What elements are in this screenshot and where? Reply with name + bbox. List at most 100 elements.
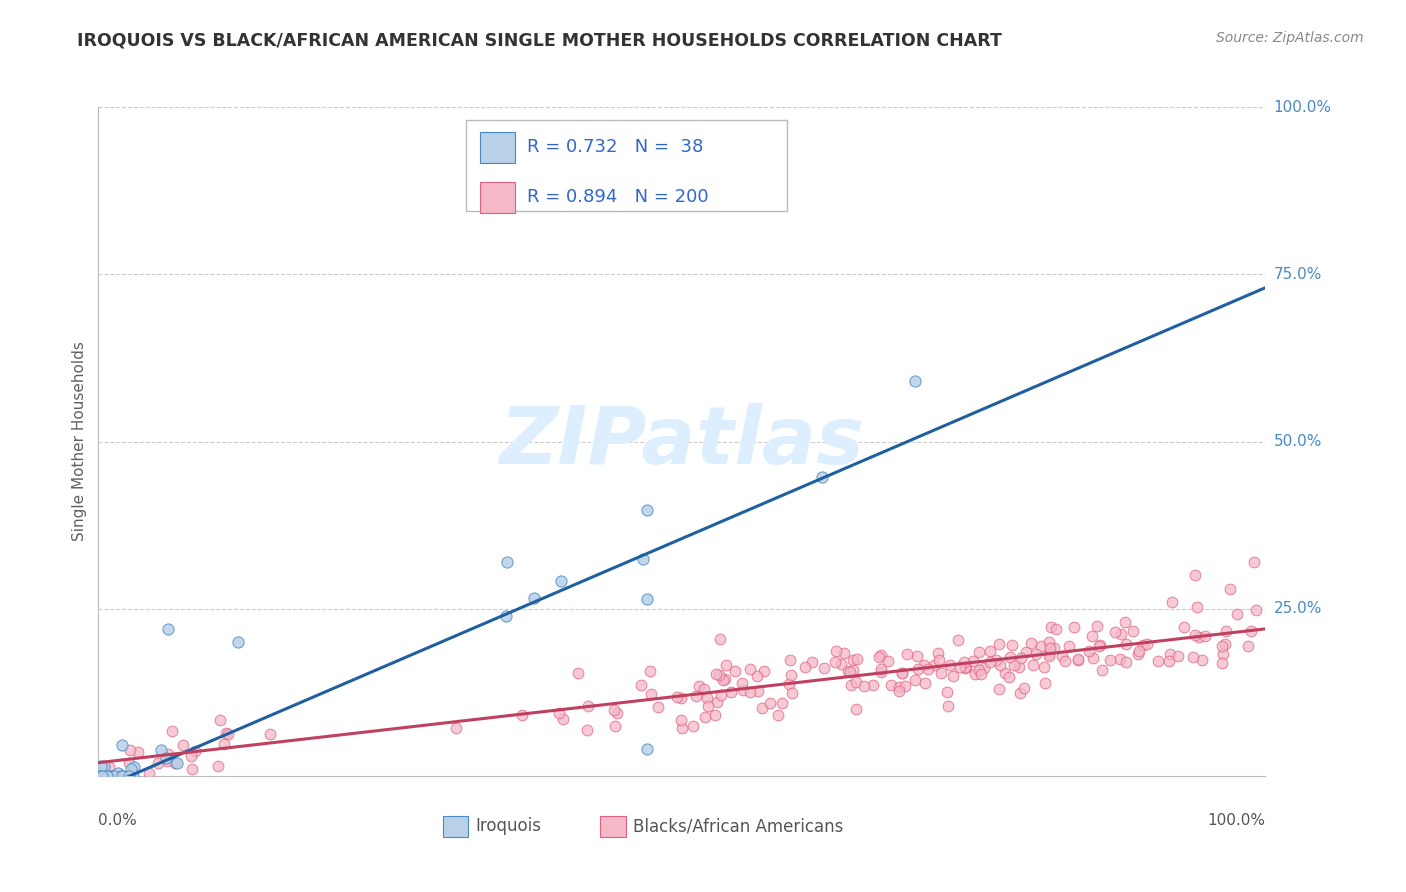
Point [640,687,662,701]
Point [638,664,661,678]
Point [967,663,990,677]
Point [91,769,114,783]
Point [695,709,717,723]
Point [575,723,598,737]
Point [936,699,959,714]
Point [830,657,852,672]
Point [927,647,949,661]
Point [551,712,574,726]
Point [157,622,180,636]
Point [891,665,914,680]
Point [1213,637,1236,651]
Point [904,374,927,388]
Point [127,745,149,759]
Point [1019,636,1042,650]
Point [949,659,972,673]
Point [779,652,801,666]
Point [172,738,194,752]
Point [1053,654,1076,668]
Point [682,718,704,732]
Point [1002,658,1025,673]
Text: 50.0%: 50.0% [1274,434,1322,449]
Point [184,744,207,758]
Point [1212,647,1234,661]
Point [896,648,918,662]
Point [1146,655,1168,669]
Point [965,667,987,681]
Point [1104,625,1126,640]
Point [1088,638,1111,652]
Point [1181,649,1204,664]
Point [979,655,1001,669]
Point [752,664,775,678]
Point [180,749,202,764]
Point [1111,627,1133,641]
Point [955,659,977,673]
Point [800,655,823,669]
Point [894,679,917,693]
Point [922,658,945,673]
Point [778,676,800,690]
Point [155,751,177,765]
Point [1226,607,1249,621]
Point [1077,644,1099,658]
Point [1088,639,1111,653]
Point [747,684,769,698]
Point [967,644,990,658]
Point [1081,629,1104,643]
Point [1184,568,1206,582]
Point [1010,650,1032,665]
Point [842,653,865,667]
Point [180,762,202,776]
Point [912,657,935,672]
Point [889,680,911,694]
Point [90,769,112,783]
Point [1057,639,1080,653]
Point [870,661,893,675]
Point [731,676,754,690]
Point [444,721,467,735]
Point [917,662,939,676]
Point [946,633,969,648]
Point [914,676,936,690]
Point [953,659,976,673]
Point [576,698,599,713]
Point [1188,631,1211,645]
Point [891,665,914,680]
Point [731,683,754,698]
Point [824,655,846,669]
Point [671,721,693,735]
Point [1045,622,1067,636]
Point [97,760,120,774]
Point [1022,658,1045,673]
Point [706,695,728,709]
Point [606,706,628,720]
Y-axis label: Single Mother Households: Single Mother Households [72,342,87,541]
Point [747,668,769,682]
Point [1243,555,1265,569]
Point [495,608,517,623]
Point [832,646,855,660]
Point [93,758,115,772]
Point [90,769,112,783]
Point [1126,648,1149,662]
Point [994,665,1017,680]
Point [907,662,929,676]
Point [811,470,834,484]
Point [120,762,142,776]
Point [101,769,124,783]
Point [1159,647,1181,661]
Point [862,678,884,692]
Point [845,702,868,716]
Point [631,552,654,566]
Point [693,681,716,696]
Point [988,682,1011,697]
Point [1015,645,1038,659]
Point [603,719,626,733]
Point [1132,638,1154,652]
Point [738,685,761,699]
Text: Iroquois: Iroquois [475,817,541,835]
Point [148,756,170,770]
Point [214,737,236,751]
Point [1115,637,1137,651]
